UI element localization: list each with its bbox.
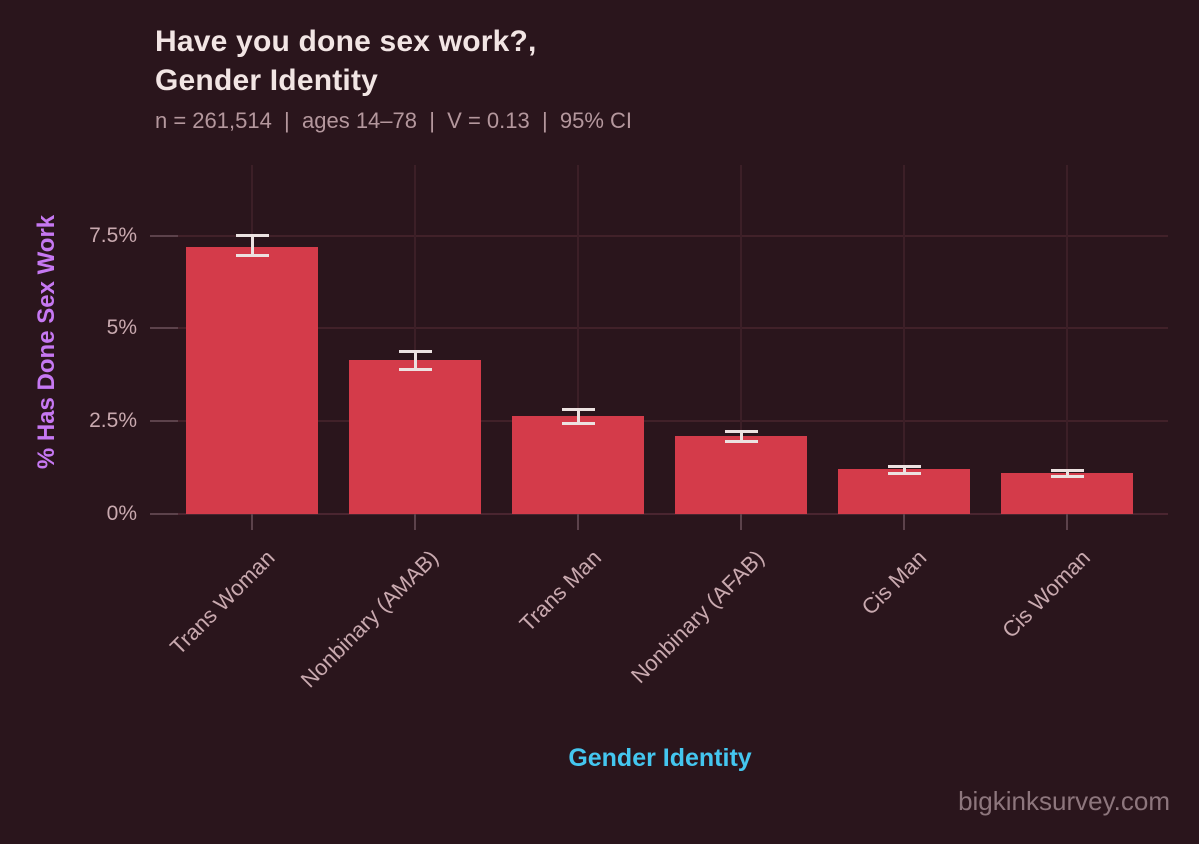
error-bar-cap-top xyxy=(724,430,758,434)
x-gridline xyxy=(740,165,742,514)
x-gridline xyxy=(1066,165,1068,514)
x-tick-mark xyxy=(1066,514,1068,530)
y-tick-label: 7.5% xyxy=(89,223,137,247)
x-gridline xyxy=(414,165,416,514)
x-tick-label: Nonbinary (AFAB) xyxy=(625,545,769,689)
error-bar-line xyxy=(1065,470,1069,477)
x-tick-label: Cis Man xyxy=(856,545,932,620)
x-tick-label: Trans Woman xyxy=(165,545,280,660)
chart-title-line2: Gender Identity xyxy=(155,64,379,97)
error-bar-cap-bottom xyxy=(887,471,921,475)
error-bar-cap-top xyxy=(398,349,432,353)
y-tick-mark xyxy=(150,513,178,515)
error-bar-line xyxy=(576,409,580,424)
bar xyxy=(512,415,644,514)
y-gridline xyxy=(150,234,1168,237)
x-gridline xyxy=(577,165,579,514)
y-gridline xyxy=(150,420,1168,423)
x-tick-mark xyxy=(577,514,579,530)
bar xyxy=(838,469,970,514)
error-bar-line xyxy=(413,351,417,370)
bar xyxy=(186,246,318,514)
error-bar-cap-top xyxy=(1050,468,1084,472)
y-gridline xyxy=(150,513,1168,515)
error-bar-cap-top xyxy=(561,408,595,412)
y-tick-mark xyxy=(150,234,178,237)
error-bar-line xyxy=(250,235,254,256)
x-tick-label: Cis Woman xyxy=(996,545,1095,643)
y-tick-label: 5% xyxy=(106,316,137,340)
chart-subtitle: n = 261,514 | ages 14–78 | V = 0.13 | 95… xyxy=(155,108,633,133)
error-bar-line xyxy=(739,431,743,442)
error-bar-cap-bottom xyxy=(235,254,269,258)
bar xyxy=(1001,473,1133,514)
error-bar-cap-bottom xyxy=(1050,474,1084,478)
x-tick-mark xyxy=(903,514,905,530)
y-tick-mark xyxy=(150,420,178,423)
x-gridline xyxy=(903,165,905,514)
x-tick-mark xyxy=(740,514,742,530)
watermark: bigkinksurvey.com xyxy=(958,786,1170,816)
y-tick-mark xyxy=(150,327,178,330)
chart-title: Have you done sex work?, Gender Identity xyxy=(155,22,537,100)
x-axis-title: Gender Identity xyxy=(568,744,752,772)
y-tick-label: 2.5% xyxy=(89,409,137,433)
x-tick-label: Nonbinary (AMAB) xyxy=(295,545,443,693)
x-tick-mark xyxy=(251,514,253,530)
error-bar-cap-top xyxy=(887,464,921,468)
bar xyxy=(349,359,481,514)
y-gridline xyxy=(150,327,1168,330)
error-bar-line xyxy=(902,466,906,474)
bar xyxy=(675,436,807,514)
x-tick-mark xyxy=(414,514,416,530)
error-bar-cap-bottom xyxy=(724,439,758,443)
error-bar-cap-top xyxy=(235,234,269,238)
error-bar-cap-bottom xyxy=(398,367,432,371)
y-tick-label: 0% xyxy=(106,502,137,525)
x-tick-label: Trans Man xyxy=(514,545,606,637)
chart-title-line1: Have you done sex work?, xyxy=(155,25,537,58)
error-bar-cap-bottom xyxy=(561,421,595,425)
